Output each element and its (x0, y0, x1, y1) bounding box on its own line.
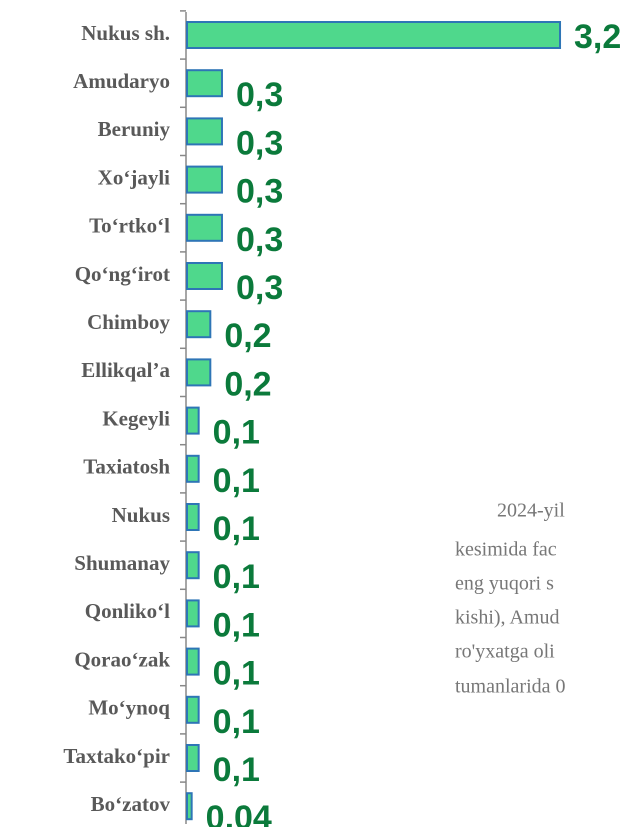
category-label: Xo‘jayli (98, 165, 170, 189)
category-label: Qorao‘zak (74, 647, 170, 671)
category-label: Nukus (112, 503, 170, 527)
value-label: 0,1 (213, 510, 260, 548)
category-label: To‘rtko‘l (89, 214, 170, 238)
value-label: 0,1 (213, 606, 260, 644)
value-label: 0,3 (236, 269, 283, 307)
value-label: 0,1 (213, 414, 260, 452)
value-label: 0,3 (236, 124, 283, 162)
bar (186, 358, 212, 387)
category-label: Chimboy (87, 310, 170, 334)
bar (186, 310, 212, 339)
body-text: eng yuqori s (455, 573, 554, 595)
bar (186, 262, 223, 290)
category-label: Mo‘ynoq (88, 696, 170, 720)
category-label: Qonliko‘l (85, 599, 170, 623)
category-label: Taxtako‘pir (63, 744, 170, 768)
body-text: ro'yxatga oli (455, 641, 555, 663)
bar (186, 695, 200, 724)
bar (186, 551, 200, 580)
bar (186, 599, 200, 628)
bar (186, 406, 200, 435)
bar (186, 165, 223, 194)
bar (186, 744, 200, 772)
body-text: kesimida fac (455, 539, 557, 561)
bar (186, 503, 200, 531)
value-label: 0,2 (224, 317, 271, 355)
body-text: tumanlarida 0 (455, 676, 566, 698)
category-label: Beruniy (98, 117, 171, 141)
bar (186, 647, 200, 676)
bar (186, 792, 193, 821)
bar (186, 69, 223, 98)
body-text: kishi), Amud (455, 607, 559, 629)
value-label: 0,3 (236, 221, 283, 259)
bar (186, 454, 200, 483)
value-label: 0,3 (236, 76, 283, 114)
category-label: Shumanay (74, 551, 170, 575)
category-label: Qo‘ng‘irot (75, 262, 170, 286)
bar (186, 213, 223, 242)
value-label: 0,1 (213, 703, 260, 741)
value-label: 0,1 (213, 751, 260, 789)
category-label: Amudaryo (73, 69, 170, 93)
category-label: Bo‘zatov (91, 792, 171, 816)
value-label: 3,2 (574, 18, 621, 56)
value-label: 0,2 (224, 365, 271, 403)
value-label: 0,1 (213, 462, 260, 500)
value-label: 0,1 (213, 558, 260, 596)
category-label: Taxiatosh (83, 455, 170, 479)
category-label: Kegeyli (102, 406, 170, 430)
value-label: 0,04 (206, 799, 272, 827)
category-label: Nukus sh. (81, 21, 170, 45)
bar (186, 21, 562, 49)
value-label: 0,1 (213, 655, 260, 693)
bar (186, 117, 223, 146)
value-label: 0,3 (236, 173, 283, 211)
body-text: 2024-yil (497, 500, 565, 522)
category-label: Ellikqal’a (81, 358, 170, 382)
